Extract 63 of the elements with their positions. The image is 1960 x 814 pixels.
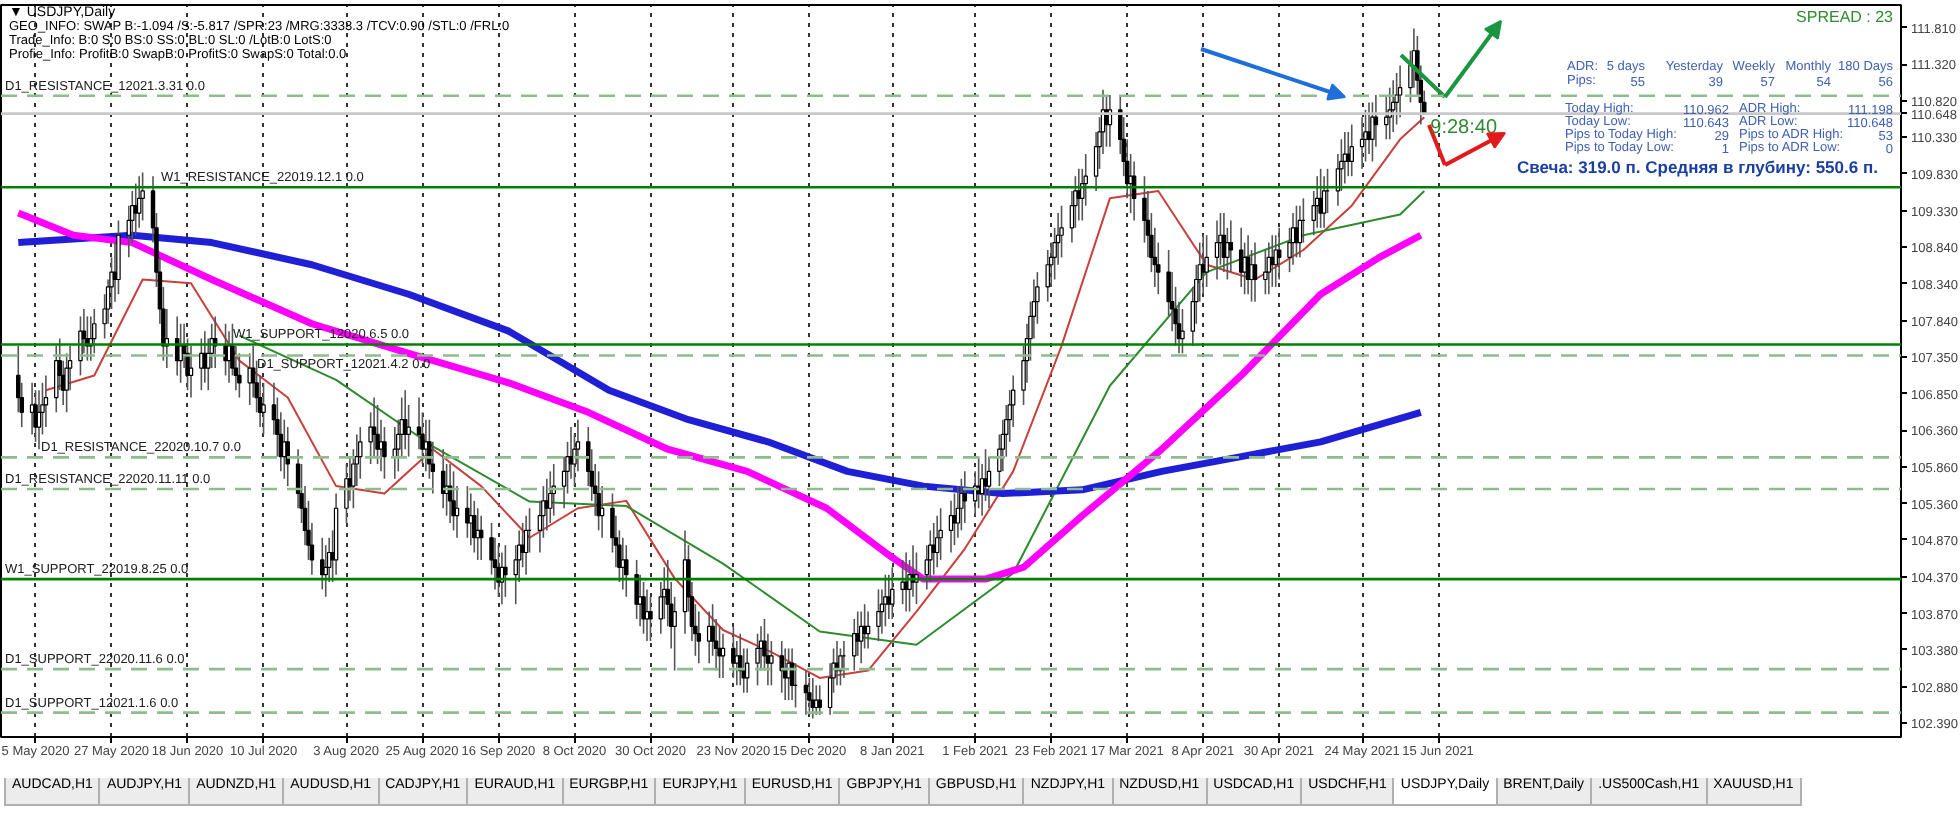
candlestick xyxy=(962,470,968,524)
candlestick xyxy=(807,677,812,716)
candlestick xyxy=(838,647,843,687)
candlestick xyxy=(876,588,881,642)
candlestick xyxy=(344,463,349,524)
candlestick xyxy=(1318,168,1323,229)
candlestick xyxy=(323,544,328,598)
candlestick xyxy=(320,536,325,591)
candlestick xyxy=(92,308,97,355)
annotation: SPREAD : 23 xyxy=(1796,8,1895,26)
candlestick xyxy=(817,684,822,716)
candlestick xyxy=(382,426,387,480)
candlestick xyxy=(890,566,895,620)
candlestick xyxy=(1321,175,1327,229)
annotation: Свеча: 319.0 п. Средняя в глубину: 550.6 п. xyxy=(1517,157,1878,177)
candlestick xyxy=(451,470,456,532)
candlestick xyxy=(986,455,992,510)
candlestick xyxy=(199,337,204,391)
candlestick xyxy=(178,322,183,384)
candlestick xyxy=(641,581,646,635)
candlestick xyxy=(1349,123,1354,177)
candlestick xyxy=(548,470,553,524)
candlestick xyxy=(624,544,629,598)
candlestick xyxy=(634,559,639,620)
candlestick xyxy=(1363,108,1368,163)
candlestick xyxy=(375,404,380,465)
candlestick xyxy=(955,485,961,539)
candlestick xyxy=(1370,101,1375,163)
candlestick xyxy=(883,573,888,628)
candlestick xyxy=(852,618,857,672)
candlestick xyxy=(769,640,774,687)
candlestick xyxy=(188,345,194,399)
candlestick xyxy=(371,396,377,458)
candlestick xyxy=(136,175,142,229)
candlestick xyxy=(472,500,477,554)
candlestick xyxy=(54,345,59,414)
candlestick xyxy=(934,514,940,569)
candlestick xyxy=(358,426,363,480)
candlestick xyxy=(116,219,121,296)
candlestick xyxy=(1045,249,1050,303)
candlestick xyxy=(237,352,242,399)
candlestick xyxy=(503,544,508,598)
candlestick xyxy=(1276,227,1282,281)
candlestick xyxy=(731,625,736,679)
candlestick xyxy=(247,352,252,406)
candlestick xyxy=(738,632,743,687)
candlestick xyxy=(1273,234,1278,288)
candlestick xyxy=(1252,241,1258,303)
candlestick xyxy=(1180,308,1185,355)
candlestick xyxy=(1059,204,1064,259)
candlestick xyxy=(1214,219,1220,281)
candlestick xyxy=(755,632,760,687)
candlestick xyxy=(648,596,653,642)
candlestick xyxy=(1228,219,1234,273)
candlestick xyxy=(952,492,957,546)
candlestick xyxy=(1397,64,1403,118)
candlestick xyxy=(261,382,266,436)
candlestick xyxy=(696,610,702,665)
candlestick xyxy=(43,374,49,428)
candlestick xyxy=(779,640,784,694)
candlestick xyxy=(900,559,905,605)
candlestick xyxy=(1294,204,1299,259)
candlestick xyxy=(959,477,964,532)
